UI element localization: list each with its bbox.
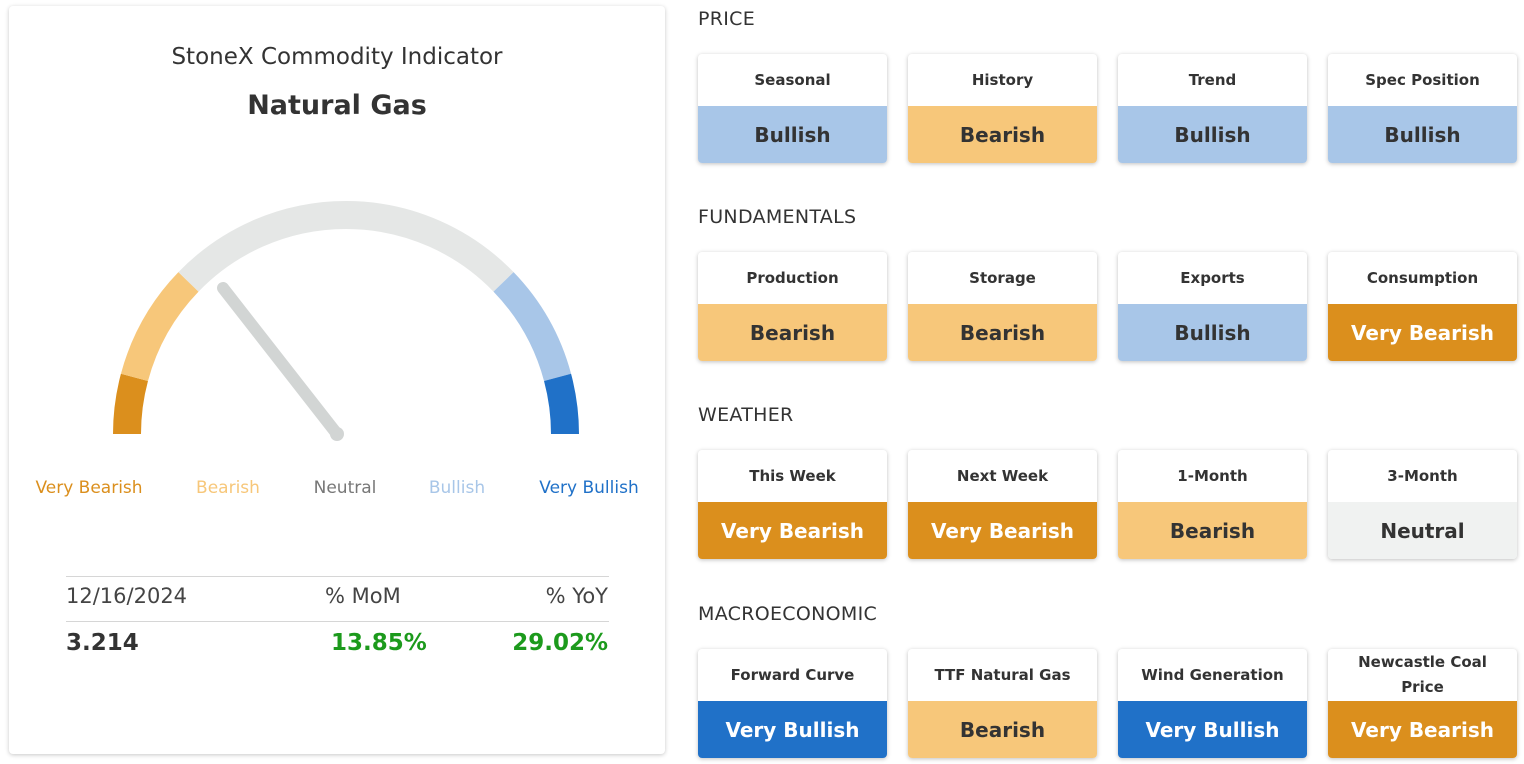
indicator-tile-spec-position[interactable]: Spec Position Bullish (1328, 54, 1517, 163)
gauge-label-bearish: Bearish (196, 478, 260, 498)
tile-label: 3-Month (1387, 466, 1458, 485)
tile-label: Next Week (956, 466, 1049, 485)
indicator-tile-1-month[interactable]: 1-Month Bearish (1118, 450, 1307, 559)
indicator-title: StoneX Commodity Indicator (171, 44, 503, 70)
tile-sentiment-value: Bullish (1118, 304, 1307, 361)
tile-label: Forward Curve (730, 665, 855, 684)
section-title-weather: WEATHER (698, 404, 794, 426)
commodity-name: Natural Gas (247, 90, 427, 121)
tile-sentiment-value: Bearish (908, 701, 1097, 758)
tile-label: Consumption (1366, 268, 1479, 287)
indicator-tile-consumption[interactable]: Consumption Very Bearish (1328, 252, 1517, 361)
tile-label: TTF Natural Gas (934, 665, 1071, 684)
tile-sentiment-value: Bullish (1118, 106, 1307, 163)
tile-label: History (971, 70, 1034, 89)
tile-label: 1-Month (1177, 466, 1248, 485)
tile-label: Wind Generation (1141, 665, 1284, 684)
gauge-segment-bearish (120, 272, 199, 382)
gauge-segment-very-bearish (113, 373, 149, 435)
tile-label: This Week (749, 466, 836, 485)
stat-date: 12/16/2024 (66, 584, 188, 608)
indicator-tile-seasonal[interactable]: Seasonal Bullish (698, 54, 887, 163)
stats-divider-middle (66, 621, 609, 622)
indicator-card: StoneX Commodity Indicator Natural Gas V… (9, 6, 665, 754)
tile-sentiment-value: Bearish (698, 304, 887, 361)
indicator-tile-exports[interactable]: Exports Bullish (1118, 252, 1307, 361)
indicator-tile-storage[interactable]: Storage Bearish (908, 252, 1097, 361)
tile-label: Newcastle Coal Price (1358, 653, 1487, 696)
tile-sentiment-value: Very Bullish (1118, 701, 1307, 758)
indicator-tile-newcastle-coal-price[interactable]: Newcastle Coal Price Very Bearish (1328, 649, 1517, 758)
tile-label: Seasonal (754, 70, 831, 89)
indicator-tile-3-month[interactable]: 3-Month Neutral (1328, 450, 1517, 559)
indicator-tile-wind-generation[interactable]: Wind Generation Very Bullish (1118, 649, 1307, 758)
gauge-segment-neutral (178, 201, 514, 292)
gauge-label-bullish: Bullish (428, 478, 486, 498)
stat-yoy-value: 29.02% (512, 630, 608, 656)
sentiment-gauge (113, 201, 579, 441)
gauge-label-neutral: Neutral (313, 478, 377, 498)
stat-yoy-label: % YoY (545, 584, 608, 608)
tile-sentiment-value: Very Bearish (1328, 701, 1517, 758)
gauge-segment-very-bullish (543, 373, 579, 435)
tile-label: Exports (1180, 268, 1245, 287)
indicator-tile-ttf-natural-gas[interactable]: TTF Natural Gas Bearish (908, 649, 1097, 758)
tile-sentiment-value: Bullish (1328, 106, 1517, 163)
indicator-tile-trend[interactable]: Trend Bullish (1118, 54, 1307, 163)
gauge-needle-hub (330, 427, 344, 441)
tile-sentiment-value: Neutral (1328, 502, 1517, 559)
stat-price: 3.214 (66, 630, 139, 656)
gauge-label-very-bearish: Very Bearish (35, 478, 143, 498)
gauge-label-very-bullish: Very Bullish (539, 478, 639, 498)
tile-label: Storage (969, 268, 1036, 287)
indicator-tile-forward-curve[interactable]: Forward Curve Very Bullish (698, 649, 887, 758)
indicator-tile-production[interactable]: Production Bearish (698, 252, 887, 361)
tile-sentiment-value: Bearish (908, 304, 1097, 361)
section-title-fundamentals: FUNDAMENTALS (698, 206, 857, 228)
tile-sentiment-value: Very Bearish (908, 502, 1097, 559)
tile-label: Production (746, 268, 839, 287)
tile-sentiment-value: Bearish (1118, 502, 1307, 559)
stat-mom-value: 13.85% (331, 630, 427, 656)
tile-sentiment-value: Bearish (908, 106, 1097, 163)
tile-sentiment-value: Very Bullish (698, 701, 887, 758)
gauge-segment-bullish (493, 272, 572, 382)
section-title-macroeconomic: MACROECONOMIC (698, 603, 878, 625)
indicator-tile-next-week[interactable]: Next Week Very Bearish (908, 450, 1097, 559)
stat-mom-label: % MoM (325, 584, 401, 608)
indicator-tile-this-week[interactable]: This Week Very Bearish (698, 450, 887, 559)
gauge-needle (217, 282, 343, 440)
tile-label: Trend (1188, 70, 1237, 89)
tile-sentiment-value: Very Bearish (1328, 304, 1517, 361)
tile-label: Spec Position (1365, 70, 1480, 89)
stats-divider-top (66, 576, 609, 577)
section-title-price: PRICE (698, 8, 756, 30)
tile-sentiment-value: Bullish (698, 106, 887, 163)
indicator-tile-history[interactable]: History Bearish (908, 54, 1097, 163)
tile-sentiment-value: Very Bearish (698, 502, 887, 559)
